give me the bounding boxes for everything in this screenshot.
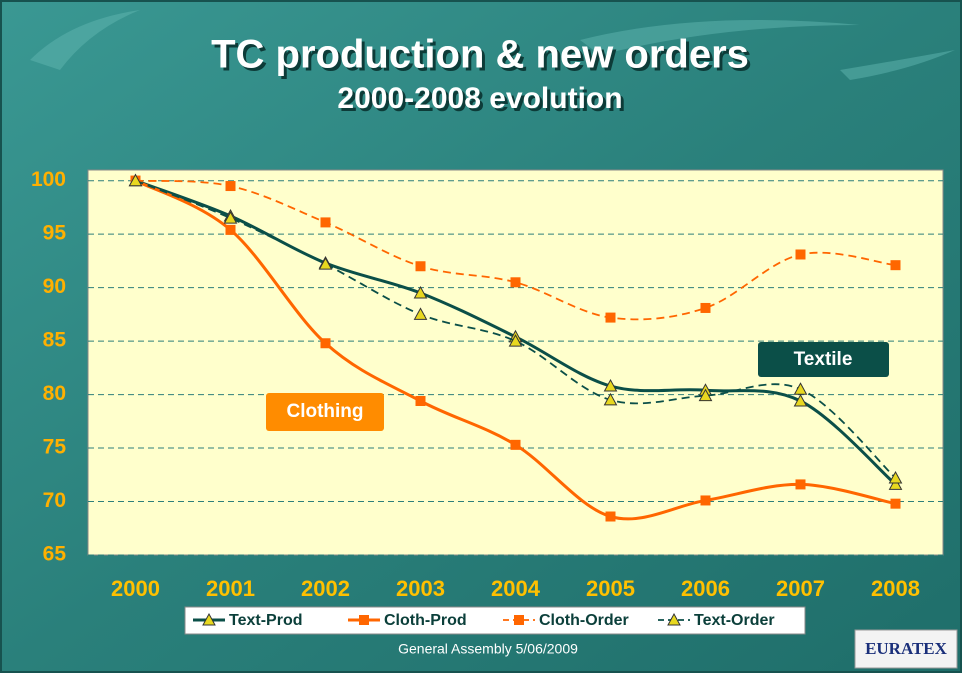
x-tick-label: 2007 [776, 576, 825, 601]
marker [359, 615, 369, 625]
marker [795, 249, 806, 260]
legend [184, 606, 806, 635]
x-tick-label: 2001 [206, 576, 255, 601]
marker [415, 396, 426, 406]
title-shadow: TC production & new orders [214, 36, 752, 80]
marker [793, 393, 808, 407]
y-tick-label: 75 [43, 436, 67, 459]
legend-label: Cloth-Order [539, 612, 629, 629]
y-tick-label: 100 [31, 168, 66, 191]
logo-box [854, 629, 958, 669]
marker [890, 260, 901, 271]
marker [698, 388, 713, 402]
decoration [840, 50, 955, 80]
marker [320, 217, 331, 228]
marker [888, 470, 903, 484]
marker [318, 257, 333, 270]
y-tick-label: 65 [43, 543, 67, 566]
marker [510, 277, 521, 288]
y-tick-label: 90 [43, 275, 66, 298]
marker [510, 439, 521, 450]
x-tick-label: 2003 [396, 576, 445, 601]
y-tick-label: 70 [43, 489, 66, 512]
legend-label: Cloth-Prod [384, 612, 467, 629]
logo: EURATEX [865, 639, 948, 658]
marker [514, 615, 524, 625]
marker [128, 173, 143, 187]
y-tick-label: 85 [43, 329, 67, 352]
marker [202, 612, 216, 626]
marker [700, 302, 711, 313]
marker [603, 378, 618, 392]
series-line [135, 179, 896, 321]
chart-subtitle: 2000-2008 evolution [337, 82, 622, 115]
decoration [580, 20, 860, 55]
marker [508, 334, 523, 347]
annotation-box [266, 393, 384, 431]
subtitle-shadow: 2000-2008 evolution [340, 85, 625, 118]
x-tick-label: 2002 [301, 576, 350, 601]
footer: General Assembly 5/06/2009 [398, 641, 578, 657]
marker [890, 498, 901, 509]
x-tick-label: 2004 [491, 576, 541, 601]
annotation-box [758, 342, 889, 377]
marker [415, 261, 426, 272]
marker [605, 511, 616, 522]
x-tick-label: 2005 [586, 576, 635, 601]
marker [667, 612, 681, 626]
chart-title: TC production & new orders [211, 33, 749, 77]
legend-label: Text-Prod [229, 612, 302, 629]
marker [603, 392, 618, 406]
marker [888, 477, 903, 490]
x-tick-label: 2000 [111, 576, 160, 601]
marker [700, 495, 711, 506]
annotation: Clothing [286, 401, 363, 422]
annotation: Textile [794, 349, 853, 370]
x-tick-label: 2006 [681, 576, 730, 601]
decoration [30, 10, 140, 70]
x-tick-label: 2008 [871, 576, 920, 601]
series-line [135, 179, 897, 479]
marker [413, 285, 428, 299]
marker [605, 312, 616, 323]
y-tick-label: 95 [43, 222, 67, 245]
marker [795, 479, 806, 490]
marker [793, 382, 808, 395]
legend-label: Text-Order [694, 612, 775, 629]
marker [223, 211, 238, 224]
marker [225, 224, 236, 235]
marker [413, 307, 428, 320]
y-tick-label: 80 [43, 382, 66, 405]
marker [225, 181, 236, 192]
marker [320, 338, 331, 349]
